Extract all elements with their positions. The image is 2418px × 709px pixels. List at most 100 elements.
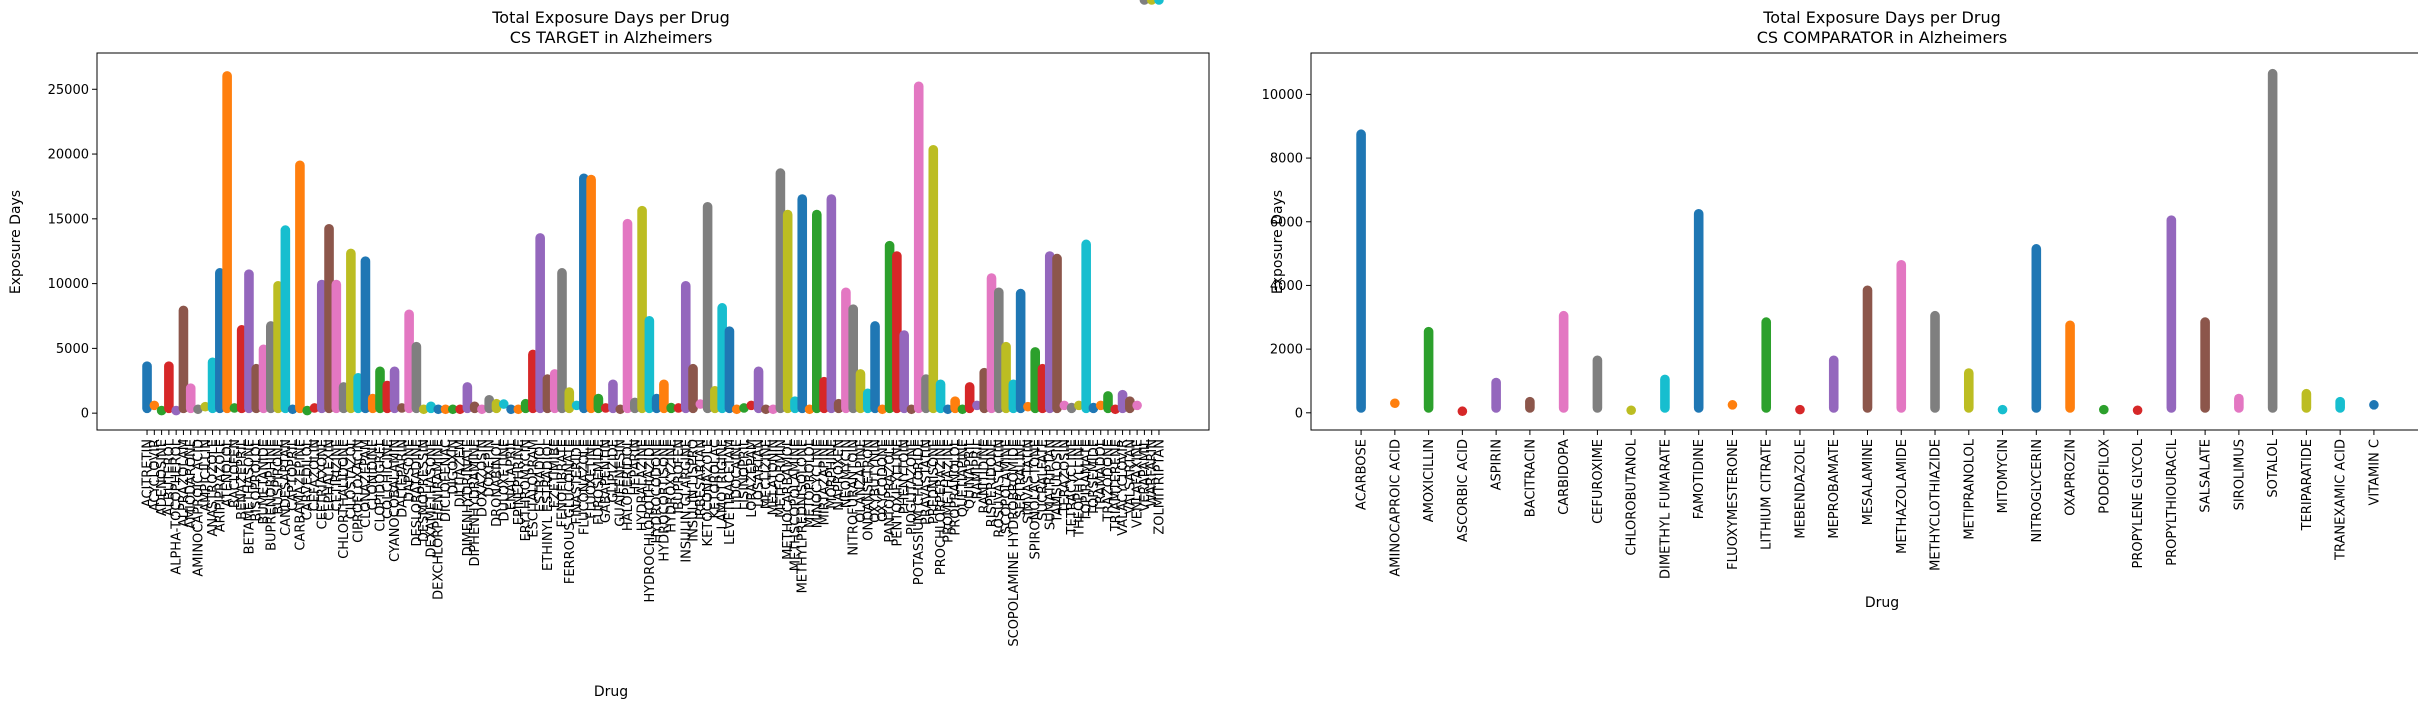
x-tick-label: QUINAPRIL bbox=[963, 438, 978, 509]
x-tick-label: MINOCYCLINE bbox=[810, 439, 825, 528]
data-point-cluster bbox=[644, 315, 655, 414]
data-point-cluster bbox=[2234, 393, 2244, 413]
x-tick-label: QUETIAPINE bbox=[956, 439, 971, 517]
x-tick-label: SUCRALFATE bbox=[1036, 439, 1051, 521]
x-tick-label: PROPYLTHIOURACIL bbox=[2165, 438, 2180, 565]
x-tick-label: OLANZAPINE bbox=[854, 439, 869, 523]
x-tick-label: HYDROCODONE bbox=[650, 439, 665, 543]
x-tick-label: KETOCONAZOLE bbox=[701, 439, 716, 546]
x-tick-label: LOSARTAN bbox=[752, 439, 767, 507]
data-point-cluster bbox=[215, 268, 225, 414]
data-point bbox=[1997, 404, 2008, 415]
x-tick-label: LEVETIRACETAM bbox=[723, 439, 738, 545]
x-tick-label: HYDROCORTISONE bbox=[657, 439, 672, 562]
data-point-cluster bbox=[899, 330, 909, 414]
data-point-cluster bbox=[1044, 251, 1055, 414]
data-point bbox=[1727, 400, 1738, 410]
x-tick-label: PODOFILOX bbox=[2097, 439, 2112, 514]
data-point-cluster bbox=[411, 341, 422, 414]
x-tick-label: METHAZOLAMIDE bbox=[1895, 439, 1910, 554]
data-point bbox=[477, 404, 487, 415]
data-point-cluster bbox=[484, 395, 494, 414]
data-point bbox=[302, 405, 313, 416]
data-point-cluster bbox=[273, 281, 283, 414]
x-tick-label: AMIODARONE bbox=[184, 439, 199, 529]
x-tick-label: AMPICILLIN bbox=[199, 439, 214, 512]
data-point-cluster bbox=[775, 168, 786, 414]
x-tick-label: ESTRADIOL bbox=[534, 438, 549, 512]
data-point-cluster bbox=[790, 396, 800, 414]
data-point bbox=[877, 404, 888, 415]
x-tick-label: IRBESARTAN bbox=[694, 439, 709, 520]
x-tick-label: TRAZODONE bbox=[1102, 439, 1117, 523]
x-tick-label: TORSEMIDE bbox=[1087, 439, 1102, 517]
data-point-cluster bbox=[491, 398, 502, 414]
x-tick-label: NITROFURANTOIN bbox=[847, 439, 862, 556]
x-tick-label: DEXCHLORPHENIRAMINE bbox=[432, 439, 447, 600]
data-point-cluster bbox=[826, 194, 837, 414]
data-point-cluster bbox=[1963, 368, 1974, 413]
x-tick-label: MORPHINE bbox=[825, 439, 840, 509]
x-tick-label: DAPSONE bbox=[403, 439, 418, 502]
data-point-cluster bbox=[549, 369, 560, 414]
x-tick-label: BUPRENORPHINE bbox=[264, 439, 279, 551]
data-point-cluster bbox=[2200, 317, 2210, 413]
data-point-cluster bbox=[637, 205, 647, 414]
data-point bbox=[498, 399, 509, 409]
x-tick-label: HYDROCHLOROTHIAZIDE bbox=[643, 439, 658, 603]
data-point bbox=[156, 405, 167, 416]
data-point bbox=[739, 403, 749, 413]
data-point-cluster bbox=[1592, 355, 1603, 413]
data-point-cluster bbox=[360, 256, 371, 414]
x-tick-label: PROCHLORPERAZINE bbox=[934, 439, 949, 575]
data-point-cluster bbox=[710, 385, 720, 414]
y-tick-label: 15000 bbox=[48, 212, 89, 227]
x-tick-label: DILTIAZEM bbox=[454, 439, 469, 507]
data-point-cluster bbox=[782, 209, 793, 414]
x-tick-label: VITAMIN C bbox=[2367, 439, 2382, 506]
plot-frame bbox=[96, 52, 1210, 431]
x-tick-label: TRAMADOL bbox=[1094, 438, 1109, 513]
x-tick-label: METFORMIN bbox=[774, 439, 789, 518]
data-point bbox=[506, 404, 516, 415]
x-tick-label: VERAPAMIL bbox=[1138, 438, 1153, 511]
data-point-cluster bbox=[921, 374, 931, 414]
data-point-cluster bbox=[185, 383, 196, 414]
data-point-cluster bbox=[862, 388, 873, 414]
x-tick-label: DIMENHYDRINATE bbox=[461, 439, 476, 556]
x-tick-label: TERAZOSIN bbox=[1058, 439, 1073, 515]
data-point bbox=[193, 404, 203, 415]
data-point-cluster bbox=[251, 363, 262, 414]
x-tick-label: PROPRANOLOL bbox=[949, 438, 964, 535]
x-tick-label: POTASSIUM CHLORIDE bbox=[912, 439, 927, 585]
data-point-cluster bbox=[324, 224, 334, 414]
x-tick-label: FUROSEMIDE bbox=[592, 439, 607, 525]
chart-cs-target: Total Exposure Days per Drug CS TARGET i… bbox=[8, 0, 1210, 700]
data-point-cluster bbox=[666, 402, 676, 414]
x-tick-label: LAMOTRIGINE bbox=[716, 439, 731, 530]
data-point bbox=[200, 401, 211, 412]
data-point bbox=[571, 400, 582, 411]
x-tick-label: IBUPROFEN bbox=[672, 439, 687, 514]
data-point bbox=[448, 404, 458, 415]
x-tick-label: DRONABINOL bbox=[490, 438, 505, 527]
x-tick-label: AMINOCAPROIC ACID bbox=[1388, 439, 1403, 577]
x-tick-label: FAMOTIDINE bbox=[1692, 439, 1707, 519]
data-point-cluster bbox=[207, 357, 218, 414]
y-tick-label: 10000 bbox=[48, 277, 89, 292]
x-tick-label: PANTOPRAZOLE bbox=[883, 439, 898, 543]
x-tick-label: LISINOPRIL bbox=[738, 438, 753, 510]
x-tick-label: MIRTAZAPINE bbox=[818, 439, 833, 525]
x-tick-label: TRANEXAMIC ACID bbox=[2334, 439, 2349, 561]
data-point bbox=[418, 404, 429, 415]
data-point bbox=[397, 403, 407, 413]
x-tick-label: RANITIDINE bbox=[978, 439, 993, 514]
x-tick-label: CLOPIDOGREL bbox=[374, 438, 389, 531]
data-point bbox=[761, 404, 771, 415]
x-tick-label: OXYBUTYNIN bbox=[869, 439, 884, 523]
data-point-cluster bbox=[367, 393, 378, 414]
data-point bbox=[1390, 398, 1400, 409]
x-tick-label: NITROGLYCERIN bbox=[2030, 439, 2045, 542]
data-point-cluster bbox=[346, 248, 356, 414]
data-point bbox=[695, 399, 706, 409]
